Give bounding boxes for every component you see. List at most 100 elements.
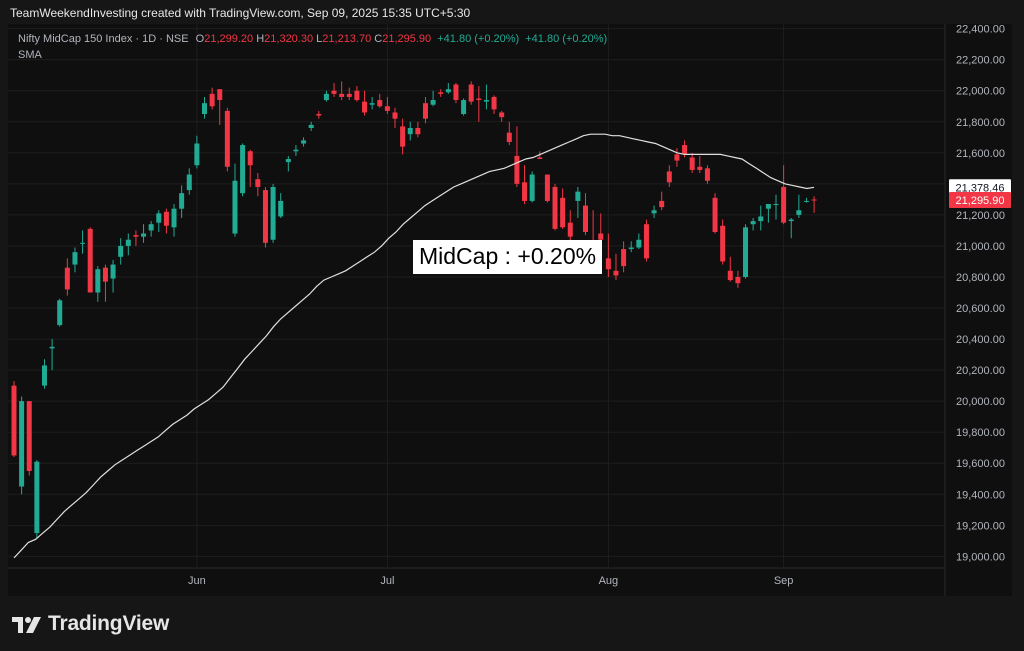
candle-body	[194, 143, 200, 166]
y-tick-label: 21,200.00	[956, 210, 1005, 222]
candle-body	[491, 96, 497, 110]
candle-body	[87, 228, 93, 293]
candle-body	[560, 197, 566, 228]
low-value: 21,213.70	[322, 33, 372, 45]
tradingview-logo[interactable]: TradingView	[12, 612, 169, 636]
candle-body	[453, 84, 459, 101]
candle-body	[110, 264, 116, 279]
candle-body	[422, 103, 428, 119]
candle-body	[377, 100, 383, 107]
candle-body	[392, 112, 398, 119]
candle-body	[796, 210, 802, 215]
candle-body	[240, 145, 246, 194]
candle-body	[262, 190, 268, 243]
candle-body	[651, 210, 657, 214]
candle-body	[506, 132, 512, 142]
candle-body	[232, 180, 238, 234]
y-tick-label: 20,200.00	[956, 365, 1005, 377]
candle-body	[476, 98, 482, 101]
candle-body	[255, 179, 261, 187]
candle-body	[522, 182, 528, 201]
text-annotation[interactable]: MidCap : +0.20%	[413, 240, 603, 274]
x-tick-label: Jul	[380, 575, 394, 587]
candle-body	[179, 193, 185, 209]
chart-area[interactable]	[8, 24, 1012, 596]
candle-body	[163, 211, 169, 226]
candle-body	[575, 191, 581, 201]
candle-body	[301, 140, 307, 144]
candle-body	[666, 171, 672, 183]
candle-body	[445, 89, 451, 93]
candle-body	[369, 103, 375, 105]
candle-body	[57, 300, 63, 326]
x-tick-label: Jun	[188, 575, 206, 587]
candle-body	[80, 242, 86, 244]
tradingview-wordmark: TradingView	[48, 612, 170, 635]
candle-body	[247, 151, 253, 166]
candle-body	[102, 267, 108, 282]
candle-body	[682, 145, 688, 155]
y-tick-label: 20,800.00	[956, 272, 1005, 284]
candle-body	[483, 100, 489, 102]
candle-body	[95, 269, 101, 293]
candle-body	[407, 127, 413, 135]
close-value: 21,295.90	[382, 33, 432, 45]
top-bar: TeamWeekendInvesting created with Tradin…	[0, 0, 1024, 24]
candle-body	[613, 270, 619, 276]
candle-body	[567, 222, 573, 237]
y-tick-label: 20,000.00	[956, 396, 1005, 408]
sma-price-tag: 21,378.46	[956, 182, 1005, 194]
candle-body	[293, 149, 299, 152]
y-tick-label: 21,800.00	[956, 117, 1005, 129]
candle-body	[750, 221, 756, 225]
change-value: +41.80 (+0.20%)	[437, 33, 520, 45]
candle-body	[331, 90, 337, 94]
y-tick-label: 22,400.00	[956, 24, 1005, 36]
y-tick-label: 20,400.00	[956, 334, 1005, 346]
open-label: O	[195, 33, 205, 45]
candle-body	[674, 154, 680, 161]
candle-body	[499, 112, 505, 118]
candle-body	[41, 365, 47, 386]
y-tick-label: 19,800.00	[956, 427, 1005, 439]
candle-body	[19, 401, 25, 487]
y-tick-label: 21,600.00	[956, 148, 1005, 160]
last-price-tag-bg	[949, 192, 1011, 209]
candle-body	[11, 385, 17, 456]
sma-price-tag-bg	[949, 179, 1011, 196]
candle-body	[781, 186, 787, 223]
candle-body	[339, 93, 345, 97]
candle-body	[316, 114, 322, 116]
candle-body	[224, 110, 230, 167]
y-tick-label: 20,600.00	[956, 303, 1005, 315]
candle-body	[156, 213, 162, 223]
byline: TeamWeekendInvesting created with Tradin…	[10, 6, 471, 20]
symbol-name: Nifty MidCap 150 Index · 1D · NSE	[18, 33, 189, 45]
candle-body	[72, 252, 78, 265]
y-tick-label: 21,000.00	[956, 241, 1005, 253]
candle-body	[735, 276, 741, 284]
candle-body	[49, 346, 55, 349]
high-label: H	[256, 33, 265, 45]
close-label: C	[374, 33, 383, 45]
candle-body	[514, 155, 520, 184]
low-label: L	[316, 33, 323, 45]
y-tick-label: 22,000.00	[956, 86, 1005, 98]
candle-body	[285, 159, 291, 163]
candle-body	[438, 92, 444, 94]
candle-body	[415, 127, 421, 135]
candle-body	[125, 239, 131, 246]
candle-body	[628, 247, 634, 250]
candle-body	[354, 90, 360, 101]
indicator-legend[interactable]: SMA	[18, 49, 42, 61]
candle-body	[544, 174, 550, 201]
candle-body	[689, 157, 695, 170]
candle-body	[26, 401, 32, 471]
candle-body	[704, 168, 710, 181]
candle-body	[788, 219, 794, 222]
change-value-secondary: +41.80 (+0.20%)	[525, 33, 608, 45]
candle-body	[323, 93, 329, 101]
candle-body	[697, 166, 703, 170]
candle-body	[133, 235, 139, 237]
